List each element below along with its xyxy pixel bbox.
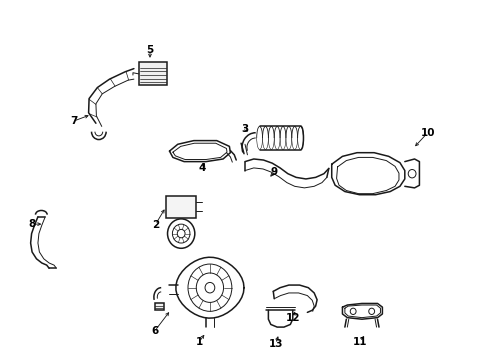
Polygon shape [155,303,164,310]
Text: 9: 9 [270,167,278,177]
FancyBboxPatch shape [139,62,167,85]
Text: 12: 12 [286,312,300,323]
Text: 10: 10 [420,128,435,138]
Text: 7: 7 [70,116,77,126]
FancyBboxPatch shape [166,196,196,218]
Text: 8: 8 [28,219,36,229]
Text: 13: 13 [269,339,283,349]
Text: 5: 5 [147,45,154,55]
Text: 3: 3 [242,123,248,134]
Text: 1: 1 [196,337,203,347]
Text: 11: 11 [353,337,367,347]
Text: 2: 2 [152,220,159,230]
Text: 4: 4 [199,163,206,174]
Text: 6: 6 [151,326,158,336]
